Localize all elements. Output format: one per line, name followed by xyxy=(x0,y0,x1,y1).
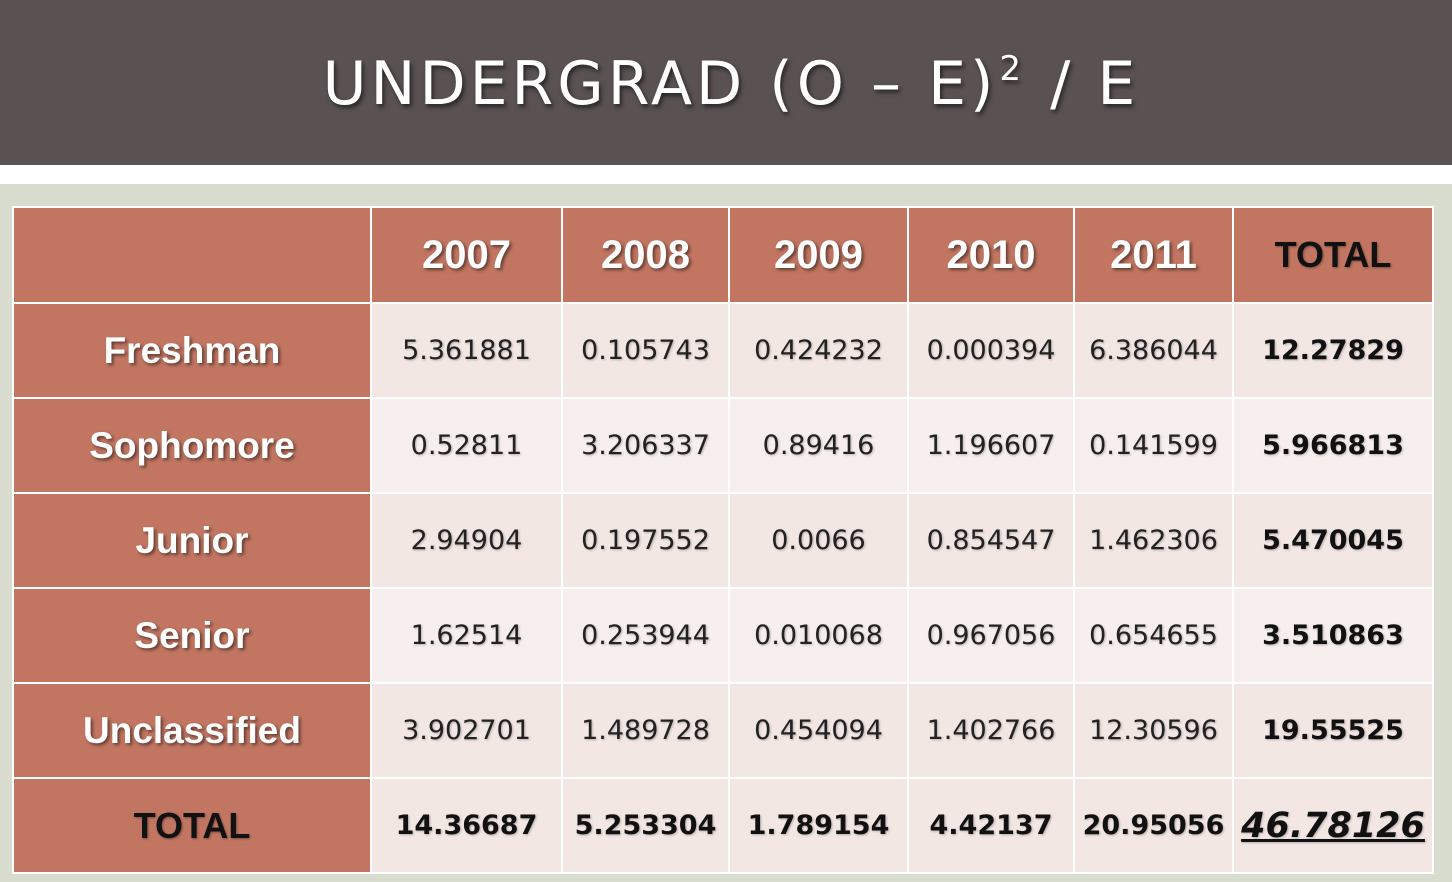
column-total-cell: 5.253304 xyxy=(561,777,730,874)
column-header-2008: 2008 xyxy=(561,206,730,304)
column-total-cell: 1.789154 xyxy=(728,777,909,874)
column-total-cell: 4.42137 xyxy=(907,777,1075,874)
table-cell: 1.62514 xyxy=(370,587,563,684)
row-label: Senior xyxy=(12,587,372,684)
title-bar: UNDERGRAD (O – E)2 / E xyxy=(0,0,1452,165)
table-cell: 12.30596 xyxy=(1073,682,1234,779)
column-header-2011: 2011 xyxy=(1073,206,1234,304)
table-cell: 0.854547 xyxy=(907,492,1075,589)
row-label: Unclassified xyxy=(12,682,372,779)
table-cell: 0.454094 xyxy=(728,682,909,779)
column-total-cell: 14.36687 xyxy=(370,777,563,874)
column-header-2009: 2009 xyxy=(728,206,909,304)
table-cell: 0.52811 xyxy=(370,397,563,494)
column-total-cell: 20.95056 xyxy=(1073,777,1234,874)
slide-title: UNDERGRAD (O – E)2 / E xyxy=(323,49,1140,119)
table-cell: 0.424232 xyxy=(728,302,909,399)
column-header-total: TOTAL xyxy=(1232,206,1434,304)
table-row-total: TOTAL 14.36687 5.253304 1.789154 4.42137… xyxy=(12,777,1434,874)
table-cell: 1.462306 xyxy=(1073,492,1234,589)
table-cell: 0.141599 xyxy=(1073,397,1234,494)
table-cell: 0.197552 xyxy=(561,492,730,589)
table-cell: 2.94904 xyxy=(370,492,563,589)
row-label: Sophomore xyxy=(12,397,372,494)
table-cell: 3.206337 xyxy=(561,397,730,494)
table-cell: 3.902701 xyxy=(370,682,563,779)
table-cell: 0.0066 xyxy=(728,492,909,589)
row-label: Junior xyxy=(12,492,372,589)
table-cell: 0.000394 xyxy=(907,302,1075,399)
row-total-cell: 3.510863 xyxy=(1232,587,1434,684)
table-cell: 0.654655 xyxy=(1073,587,1234,684)
table-row-unclassified: Unclassified 3.902701 1.489728 0.454094 … xyxy=(12,682,1434,779)
table-cell: 1.489728 xyxy=(561,682,730,779)
table-row-freshman: Freshman 5.361881 0.105743 0.424232 0.00… xyxy=(12,302,1434,399)
column-header-2010: 2010 xyxy=(907,206,1075,304)
row-label: Freshman xyxy=(12,302,372,399)
row-total-cell: 19.55525 xyxy=(1232,682,1434,779)
corner-cell xyxy=(12,206,372,304)
table-cell: 0.105743 xyxy=(561,302,730,399)
table-cell: 0.89416 xyxy=(728,397,909,494)
table-row-junior: Junior 2.94904 0.197552 0.0066 0.854547 … xyxy=(12,492,1434,589)
table-cell: 1.196607 xyxy=(907,397,1075,494)
row-total-cell: 5.966813 xyxy=(1232,397,1434,494)
row-total-cell: 5.470045 xyxy=(1232,492,1434,589)
table-cell: 6.386044 xyxy=(1073,302,1234,399)
table-row-senior: Senior 1.62514 0.253944 0.010068 0.96705… xyxy=(12,587,1434,684)
title-suffix: / E xyxy=(1027,48,1140,119)
chi-square-table: 2007 2008 2009 2010 2011 TOTAL Freshman … xyxy=(12,206,1434,874)
total-row-label: TOTAL xyxy=(12,777,372,874)
table-cell: 1.402766 xyxy=(907,682,1075,779)
header-row: 2007 2008 2009 2010 2011 TOTAL xyxy=(12,206,1434,304)
title-superscript: 2 xyxy=(999,48,1026,89)
row-total-cell: 12.27829 xyxy=(1232,302,1434,399)
table-cell: 0.967056 xyxy=(907,587,1075,684)
table-cell: 0.010068 xyxy=(728,587,909,684)
table-cell: 5.361881 xyxy=(370,302,563,399)
title-divider xyxy=(0,165,1452,184)
grand-total-cell: 46.78126 xyxy=(1232,777,1434,874)
column-header-2007: 2007 xyxy=(370,206,563,304)
title-prefix: UNDERGRAD (O – E) xyxy=(322,48,998,119)
table-cell: 0.253944 xyxy=(561,587,730,684)
table-row-sophomore: Sophomore 0.52811 3.206337 0.89416 1.196… xyxy=(12,397,1434,494)
